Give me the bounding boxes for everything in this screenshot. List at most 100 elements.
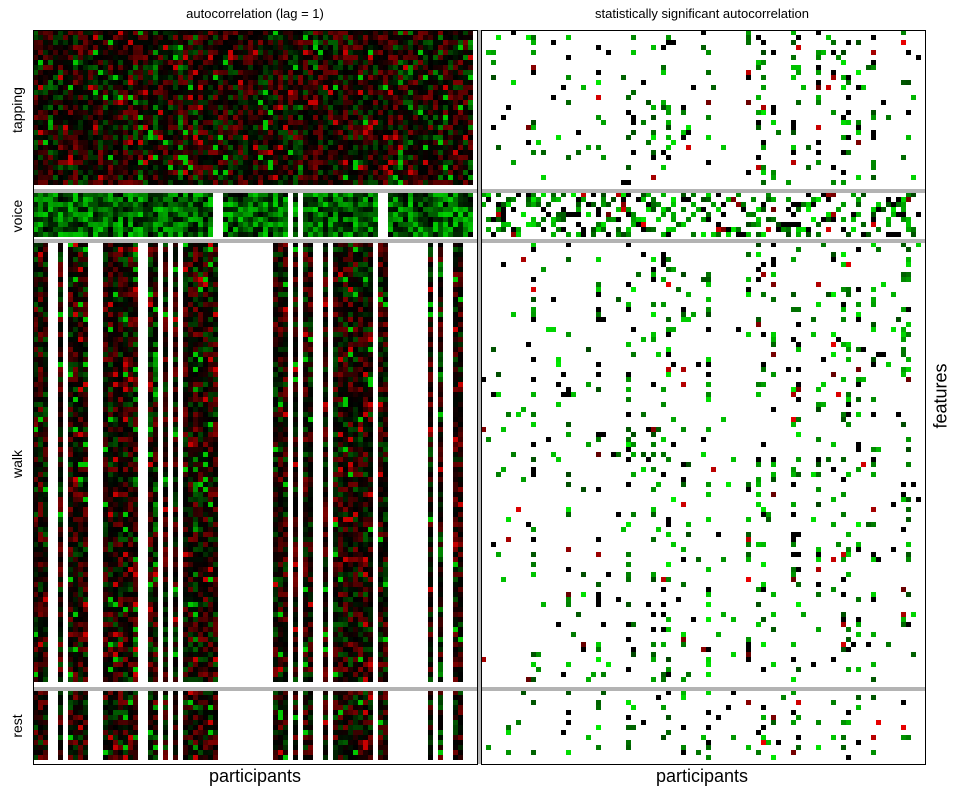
left-cell (73, 217, 78, 222)
left-cell (133, 145, 138, 150)
left-cell (263, 90, 268, 95)
left-cell (243, 75, 248, 80)
left-cell (238, 222, 243, 227)
left-cell (133, 217, 138, 222)
left-cell (258, 45, 263, 50)
left-cell (203, 60, 208, 65)
left-cell (88, 40, 93, 45)
left-cell (68, 557, 73, 562)
left-cell (378, 30, 383, 35)
left-cell (108, 437, 113, 442)
left-cell (73, 527, 78, 532)
left-cell (398, 217, 403, 222)
left-cell (318, 125, 323, 130)
left-cell (438, 125, 443, 130)
left-cell (188, 115, 193, 120)
left-cell (43, 382, 48, 387)
left-cell (53, 70, 58, 75)
left-cell (373, 110, 378, 115)
left-cell (218, 60, 223, 65)
left-cell (308, 130, 313, 135)
left-cell (303, 115, 308, 120)
left-cell (328, 70, 333, 75)
left-cell (43, 150, 48, 155)
left-cell (108, 252, 113, 257)
left-cell (73, 100, 78, 105)
left-cell (248, 70, 253, 75)
left-cell (113, 65, 118, 70)
left-cell (178, 50, 183, 55)
left-cell (173, 115, 178, 120)
left-cell (83, 272, 88, 277)
left-cell (108, 327, 113, 332)
left-cell (218, 70, 223, 75)
left-cell (278, 105, 283, 110)
left-cell (128, 120, 133, 125)
left-cell (458, 227, 463, 232)
left-cell (308, 165, 313, 170)
left-cell (208, 115, 213, 120)
left-cell (63, 507, 68, 512)
left-cell (33, 170, 38, 175)
left-cell (43, 70, 48, 75)
left-cell (43, 632, 48, 637)
left-cell (78, 262, 83, 267)
left-cell (73, 577, 78, 582)
left-cell (38, 472, 43, 477)
left-cell (93, 427, 98, 432)
left-cell (278, 55, 283, 60)
left-cell (98, 55, 103, 60)
left-cell (158, 45, 163, 50)
left-cell (188, 232, 193, 237)
left-cell (63, 197, 68, 202)
left-cell (68, 312, 73, 317)
left-cell (353, 140, 358, 145)
left-cell (198, 55, 203, 60)
left-cell (243, 55, 248, 60)
left-cell (198, 110, 203, 115)
left-cell (463, 212, 468, 217)
left-cell (108, 115, 113, 120)
left-cell (438, 120, 443, 125)
left-cell (103, 467, 108, 472)
left-cell (33, 667, 38, 672)
left-cell (383, 145, 388, 150)
left-cell (418, 85, 423, 90)
left-cell (313, 192, 318, 197)
left-cell (243, 140, 248, 145)
left-cell (398, 202, 403, 207)
left-cell (98, 632, 103, 637)
left-cell (228, 30, 233, 35)
left-cell (48, 45, 53, 50)
left-cell (383, 105, 388, 110)
left-cell (63, 242, 68, 247)
left-cell (113, 372, 118, 377)
left-cell (338, 35, 343, 40)
left-cell (93, 482, 98, 487)
left-cell (283, 155, 288, 160)
left-cell (83, 252, 88, 257)
left-cell (368, 30, 373, 35)
left-cell (383, 60, 388, 65)
left-cell (283, 202, 288, 207)
left-cell (38, 392, 43, 397)
left-cell (83, 35, 88, 40)
left-cell (168, 125, 173, 130)
left-cell (53, 317, 58, 322)
left-cell (243, 197, 248, 202)
left-cell (73, 627, 78, 632)
left-cell (108, 292, 113, 297)
left-cell (93, 262, 98, 267)
left-cell (58, 572, 63, 577)
left-cell (83, 582, 88, 587)
left-cell (198, 135, 203, 140)
left-cell (298, 40, 303, 45)
left-cell (393, 80, 398, 85)
left-cell (78, 232, 83, 237)
left-cell (383, 40, 388, 45)
left-cell (108, 647, 113, 652)
left-cell (278, 45, 283, 50)
left-cell (298, 125, 303, 130)
left-cell (278, 70, 283, 75)
left-cell (133, 75, 138, 80)
